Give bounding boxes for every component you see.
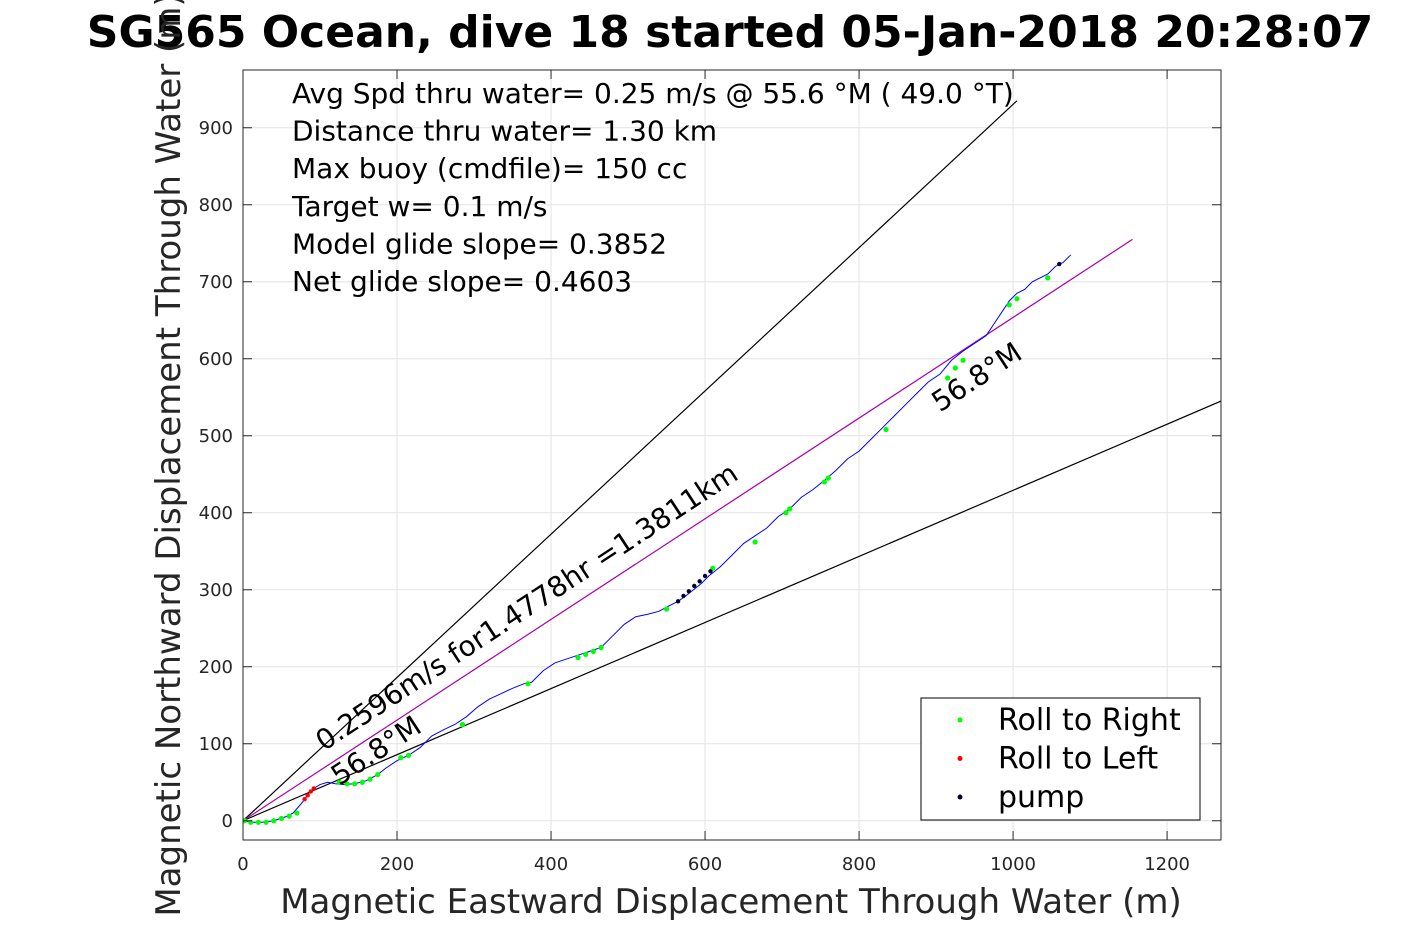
point-roll-to-right	[575, 654, 581, 661]
y-tick-label: 200	[199, 657, 233, 678]
reference-line-course-line	[243, 238, 1133, 822]
point-roll-to-right	[278, 815, 285, 822]
point-roll-to-right	[359, 779, 365, 785]
point-roll-to-left	[302, 796, 307, 802]
x-tick-label: 1200	[1144, 854, 1190, 875]
y-ticks: 0 100 200 300 400 500 600 700 800 900	[199, 118, 1221, 832]
point-roll-to-right	[1045, 275, 1051, 281]
point-roll-to-right	[752, 539, 758, 545]
point-roll-to-left	[311, 786, 317, 791]
point-roll-to-right	[352, 781, 358, 787]
legend-marker	[957, 756, 963, 761]
point-pump	[702, 573, 708, 579]
y-tick-label: 100	[199, 734, 233, 755]
y-tick-label: 300	[199, 580, 233, 601]
point-roll-to-right	[787, 506, 793, 512]
point-roll-to-right	[286, 813, 292, 819]
point-roll-to-right	[294, 810, 300, 816]
y-tick-label: 800	[199, 195, 233, 216]
point-roll-to-right	[459, 721, 466, 728]
point-roll-to-right	[952, 365, 958, 371]
y-tick-label: 900	[199, 118, 233, 139]
legend-entry: pump	[998, 780, 1084, 815]
point-roll-to-right	[590, 648, 596, 654]
point-roll-to-right	[263, 819, 269, 825]
point-roll-to-left	[305, 793, 310, 798]
point-roll-to-right	[883, 426, 889, 433]
point-roll-to-right	[405, 752, 412, 758]
y-tick-label: 400	[199, 503, 233, 524]
point-roll-to-right	[783, 510, 789, 516]
point-roll-to-right	[1006, 302, 1012, 308]
x-tick-label: 1000	[990, 854, 1036, 875]
annotation-line: Model glide slope= 0.3852	[292, 227, 667, 260]
point-roll-to-right	[367, 776, 373, 782]
point-roll-to-right	[821, 479, 828, 485]
y-axis-label: Magnetic Northward Displacement Through …	[149, 0, 189, 917]
point-pump	[697, 579, 702, 584]
reference-line-upper-bound	[243, 100, 1018, 822]
point-roll-to-right	[271, 818, 277, 824]
point-roll-to-right	[583, 651, 589, 658]
y-tick-label: 0	[222, 811, 233, 832]
x-tick-label: 800	[842, 854, 876, 875]
legend-marker	[957, 717, 963, 723]
x-ticks: 0 200 400 600 800 1000 1200	[237, 70, 1190, 875]
reference-lines	[243, 100, 1221, 822]
reference-line-lower-bound	[243, 400, 1221, 822]
series-line-track	[243, 254, 1072, 823]
point-roll-to-right	[825, 475, 831, 481]
annotation-line: Avg Spd thru water= 0.25 m/s @ 55.6 °M (…	[292, 77, 1014, 110]
chart-title: SG565 Ocean, dive 18 started 05-Jan-2018…	[87, 7, 1373, 58]
point-roll-to-left	[308, 789, 313, 794]
grid	[242, 70, 1221, 840]
annotation-line: Distance thru water= 1.30 km	[292, 115, 717, 148]
point-pump	[1057, 261, 1062, 267]
annotations: Avg Spd thru water= 0.25 m/s @ 55.6 °M (…	[291, 77, 1014, 298]
point-roll-to-right	[398, 755, 404, 761]
annotation-line: Max buoy (cmdfile)= 150 cc	[292, 152, 687, 185]
annotation-line: Target w= 0.1 m/s	[291, 190, 548, 223]
point-roll-to-right	[375, 771, 381, 778]
point-pump	[686, 589, 692, 594]
legend-box	[920, 697, 1201, 821]
point-pump	[708, 569, 713, 574]
point-roll-to-right	[663, 606, 670, 612]
x-axis-label: Magnetic Eastward Displacement Through W…	[280, 882, 1182, 922]
legend-marker	[957, 794, 963, 800]
point-roll-to-right	[598, 644, 604, 651]
y-tick-label: 700	[199, 272, 233, 293]
y-tick-label: 500	[199, 426, 233, 447]
legend-entry: Roll to Left	[998, 742, 1158, 777]
point-pump	[692, 583, 697, 589]
legend-entry: Roll to Right	[998, 703, 1181, 738]
plot-frame	[242, 69, 1222, 841]
point-roll-to-right	[344, 781, 350, 787]
point-roll-to-right	[1014, 296, 1020, 302]
point-roll-to-right	[255, 819, 262, 825]
point-pump	[675, 599, 681, 604]
y-tick-label: 600	[199, 349, 233, 370]
point-roll-to-right	[945, 375, 951, 381]
x-tick-label: 600	[688, 854, 722, 875]
point-pump	[681, 593, 686, 599]
point-roll-to-right	[525, 681, 531, 687]
series-layer	[243, 254, 1072, 825]
x-tick-label: 0	[237, 854, 248, 875]
annotation-line: Net glide slope= 0.4603	[292, 265, 632, 298]
x-tick-label: 200	[380, 854, 414, 875]
point-roll-to-right	[960, 357, 966, 363]
x-tick-label: 400	[534, 854, 568, 875]
point-roll-to-right	[336, 779, 342, 785]
